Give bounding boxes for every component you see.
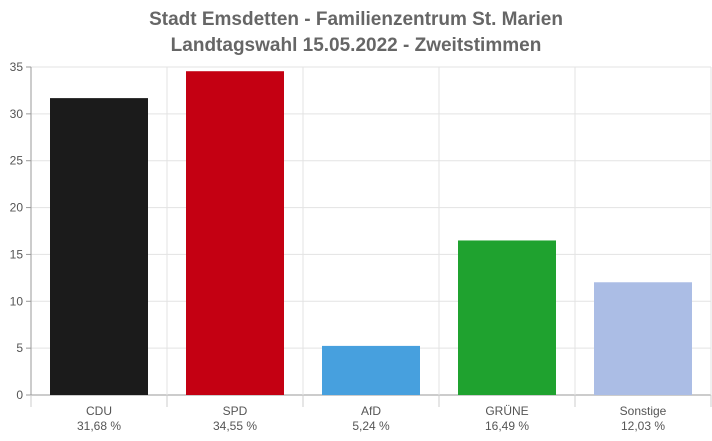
bar-sonstige[interactable] (594, 282, 692, 395)
y-tick-label: 25 (10, 154, 24, 168)
x-tick-label: GRÜNE (485, 404, 528, 418)
bar-grüne[interactable] (458, 240, 556, 395)
bar-cdu[interactable] (50, 98, 148, 395)
x-tick-label: SPD (223, 404, 248, 418)
value-label: 12,03 % (621, 419, 665, 433)
chart-title: Stadt Emsdetten - Familienzentrum St. Ma… (149, 9, 563, 30)
value-label: 31,68 % (77, 419, 121, 433)
value-label: 5,24 % (352, 419, 390, 433)
value-label: 16,49 % (485, 419, 529, 433)
x-tick-label: CDU (86, 404, 112, 418)
bars (50, 71, 692, 396)
chart-subtitle: Landtagswahl 15.05.2022 - Zweitstimmen (171, 35, 542, 56)
bar-afd[interactable] (322, 345, 420, 395)
y-tick-label: 0 (16, 388, 23, 402)
y-tick-label: 35 (10, 60, 24, 74)
y-tick-label: 10 (10, 294, 24, 308)
y-tick-label: 30 (10, 107, 24, 121)
x-tick-label: AfD (361, 404, 381, 418)
y-tick-label: 20 (10, 201, 24, 215)
value-label: 34,55 % (213, 419, 257, 433)
bar-spd[interactable] (186, 71, 284, 396)
y-tick-label: 15 (10, 247, 24, 261)
x-tick-label: Sonstige (620, 404, 667, 418)
y-tick-label: 5 (16, 341, 23, 355)
